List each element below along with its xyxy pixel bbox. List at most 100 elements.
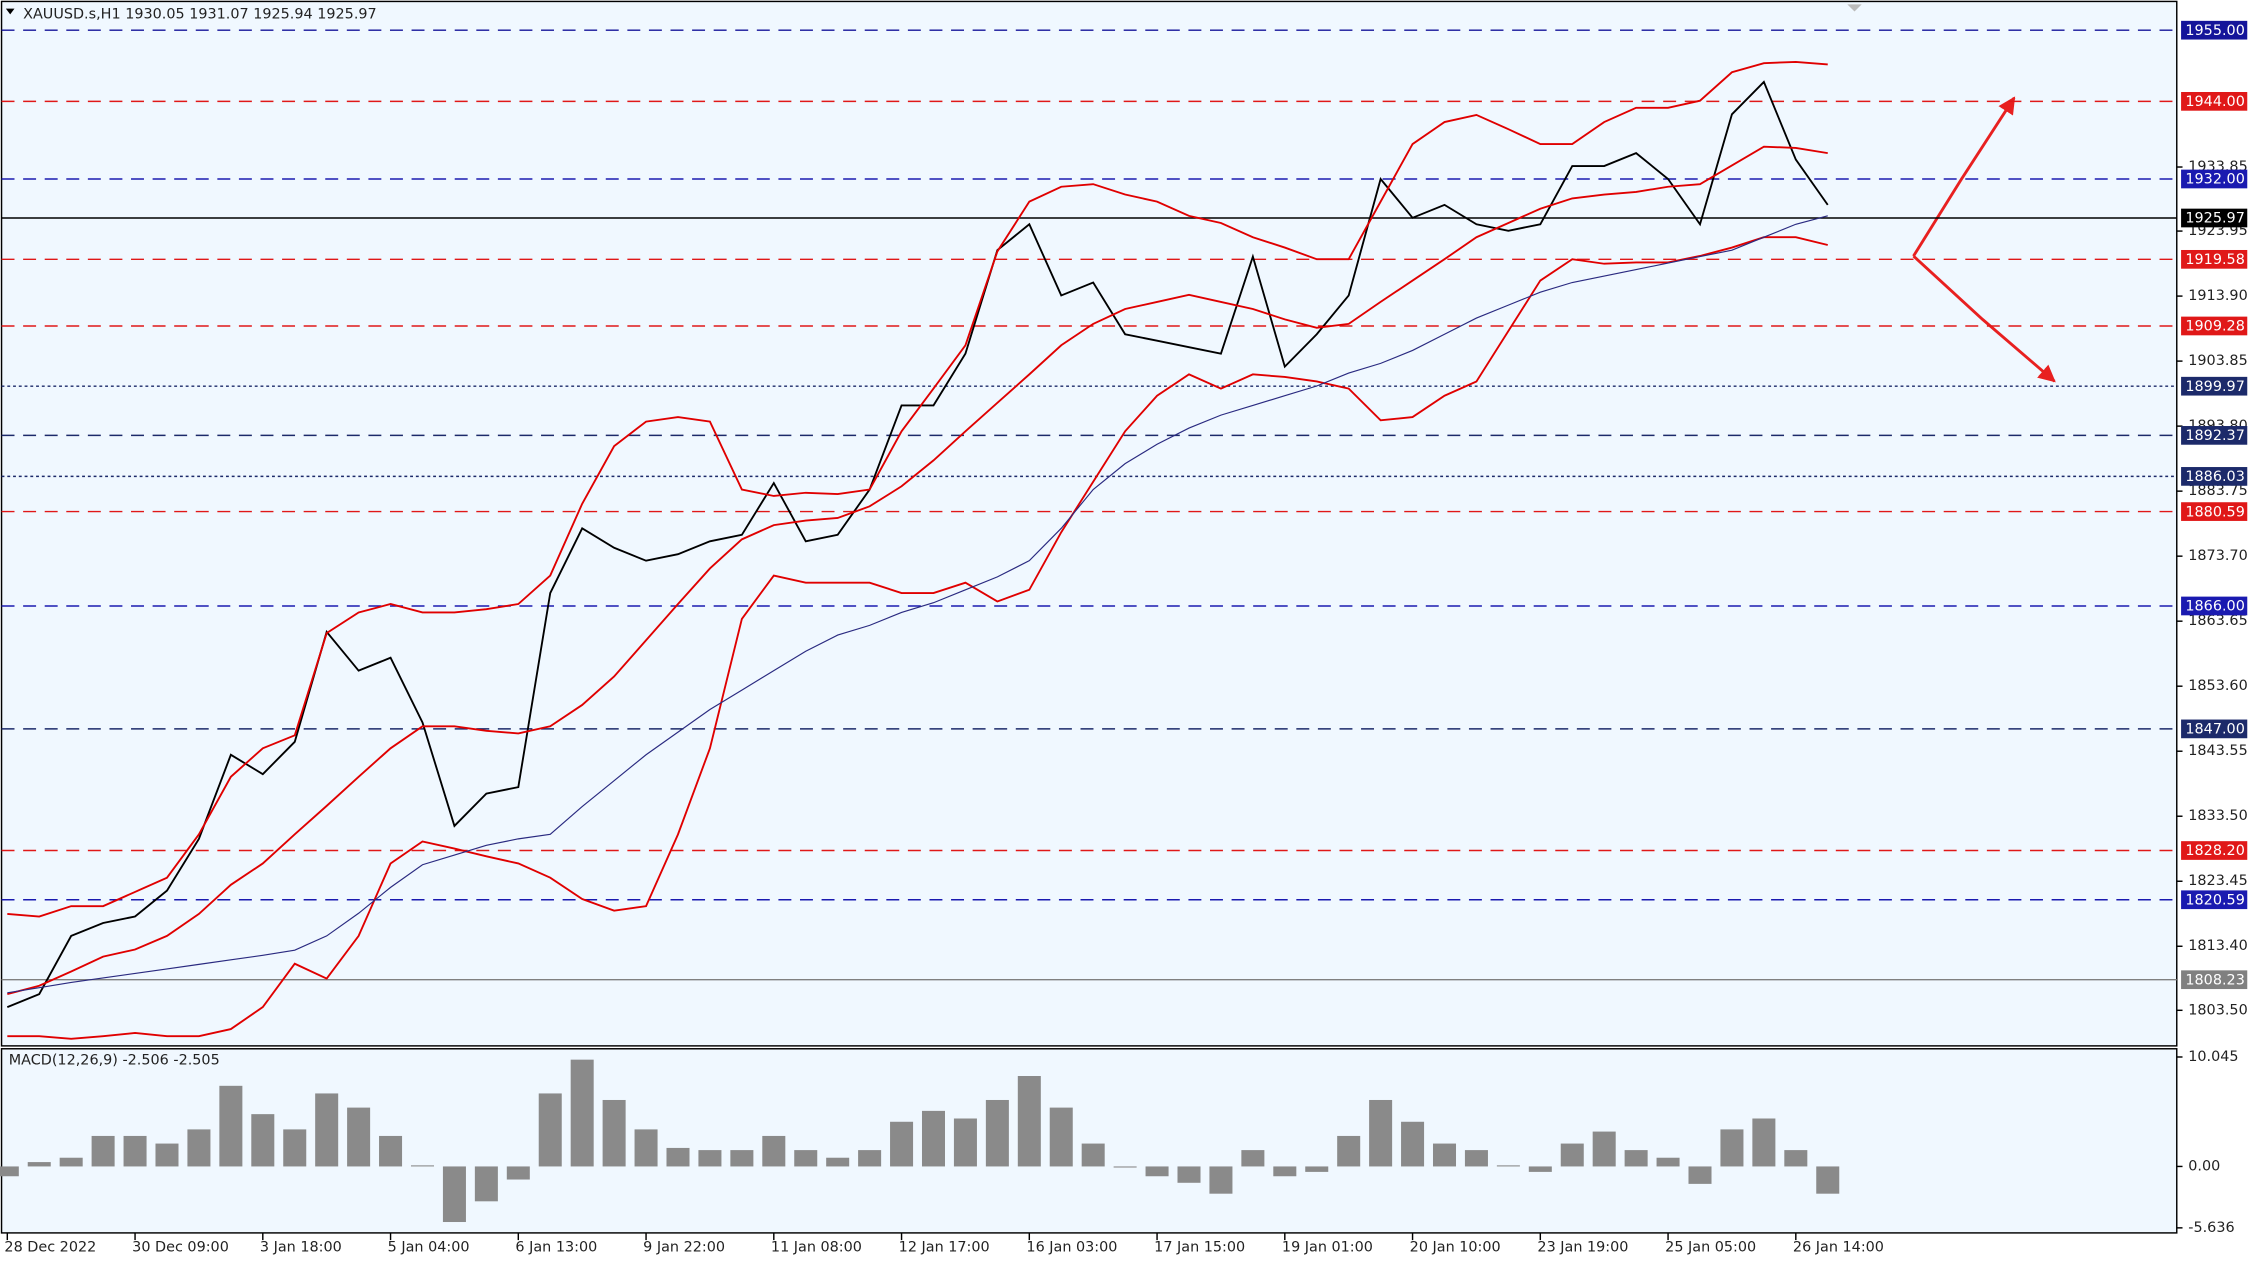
y-tick-label: 1883.75 xyxy=(2188,483,2247,499)
macd-bar xyxy=(1784,1150,1808,1167)
macd-bar xyxy=(347,1107,371,1167)
y-tick-label: 1843.55 xyxy=(2188,743,2247,759)
macd-bar xyxy=(1337,1135,1361,1167)
x-tick-label: 20 Jan 10:00 xyxy=(1410,1239,1501,1255)
macd-bar xyxy=(794,1150,818,1167)
level-label: 1932.00 xyxy=(2185,172,2244,188)
macd-bar xyxy=(1688,1166,1712,1184)
x-tick-label: 19 Jan 01:00 xyxy=(1282,1239,1373,1255)
x-tick-label: 5 Jan 04:00 xyxy=(388,1239,470,1255)
level-label: 1866.00 xyxy=(2185,599,2244,615)
macd-bar xyxy=(1273,1166,1297,1177)
x-tick-label: 16 Jan 03:00 xyxy=(1026,1239,1117,1255)
y-tick-label: 10.045 xyxy=(2188,1049,2238,1065)
macd-bar xyxy=(921,1110,946,1167)
macd-bar xyxy=(315,1093,339,1167)
level-label: 1847.00 xyxy=(2185,722,2244,738)
level-label: 1880.59 xyxy=(2185,504,2244,520)
macd-bar xyxy=(826,1157,850,1167)
macd-bar xyxy=(1496,1165,1520,1167)
y-tick-label: 1833.50 xyxy=(2188,808,2247,824)
x-tick-label: 30 Dec 09:00 xyxy=(132,1239,229,1255)
macd-bar xyxy=(634,1129,658,1167)
y-tick-label: 1813.40 xyxy=(2188,938,2247,954)
x-tick-label: 28 Dec 2022 xyxy=(4,1239,96,1255)
x-tick-label: 9 Jan 22:00 xyxy=(643,1239,725,1255)
macd-bar xyxy=(1369,1099,1393,1167)
macd-bar xyxy=(442,1166,466,1223)
macd-bar xyxy=(379,1135,403,1167)
macd-bar xyxy=(1049,1107,1073,1167)
level-label-box xyxy=(2181,20,2248,40)
macd-bar xyxy=(27,1162,51,1167)
macd-bar xyxy=(698,1150,722,1167)
macd-bar xyxy=(1401,1121,1425,1167)
macd-bar xyxy=(1624,1150,1648,1167)
price-line xyxy=(7,236,1828,1040)
macd-bar xyxy=(506,1166,530,1180)
macd-bar xyxy=(890,1121,914,1167)
macd-bar xyxy=(123,1135,147,1167)
y-tick-label: 1803.50 xyxy=(2188,1002,2247,1018)
y-tick-label: 0.00 xyxy=(2188,1158,2220,1174)
level-label: 1909.28 xyxy=(2185,319,2244,335)
x-tick-label: 23 Jan 19:00 xyxy=(1537,1239,1628,1255)
level-label: 1899.97 xyxy=(2185,379,2244,395)
macd-bar xyxy=(762,1135,786,1167)
price-line xyxy=(7,215,1828,994)
level-label-box xyxy=(2181,208,2248,228)
macd-bar xyxy=(1081,1143,1105,1167)
macd-bar xyxy=(283,1129,307,1167)
level-label: 1808.23 xyxy=(2185,972,2244,988)
level-label-box xyxy=(2181,596,2248,616)
level-label-box xyxy=(2181,841,2248,860)
shift-marker xyxy=(1847,4,1862,12)
x-tick-label: 11 Jan 08:00 xyxy=(771,1239,862,1255)
menu-triangle[interactable] xyxy=(5,8,15,15)
x-tick-label: 12 Jan 17:00 xyxy=(899,1239,990,1255)
macd-bar xyxy=(1017,1076,1041,1167)
symbol-header: XAUUSD.s,H1 1930.05 1931.07 1925.94 1925… xyxy=(23,6,377,22)
level-label-box xyxy=(2181,970,2248,990)
macd-bar xyxy=(538,1093,562,1167)
macd-bar xyxy=(570,1059,594,1167)
macd-bar xyxy=(155,1143,179,1167)
macd-bar xyxy=(1656,1157,1680,1167)
price-line xyxy=(7,145,1828,996)
level-label: 1925.97 xyxy=(2185,211,2244,227)
x-tick-label: 3 Jan 18:00 xyxy=(260,1239,342,1255)
y-tick-label: 1903.85 xyxy=(2188,353,2247,369)
macd-bar xyxy=(1113,1166,1137,1168)
macd-bar xyxy=(1145,1166,1169,1177)
macd-bar xyxy=(187,1129,211,1167)
macd-header: MACD(12,26,9) -2.506 -2.505 xyxy=(9,1052,220,1068)
macd-bar xyxy=(474,1166,498,1202)
down-arrow xyxy=(1912,255,2056,383)
x-tick-label: 17 Jan 15:00 xyxy=(1154,1239,1245,1255)
level-label: 1919.58 xyxy=(2185,252,2244,268)
level-label: 1892.37 xyxy=(2185,428,2244,444)
level-label-box xyxy=(2181,92,2248,111)
macd-bar xyxy=(251,1114,275,1167)
y-tick-label: 1863.65 xyxy=(2188,613,2247,629)
level-label-box xyxy=(2181,249,2248,269)
macd-bar xyxy=(1464,1150,1488,1167)
level-label-box xyxy=(2181,169,2248,189)
macd-bar xyxy=(59,1157,83,1167)
level-label: 1828.20 xyxy=(2185,843,2244,859)
price-line xyxy=(7,60,1828,918)
macd-bar xyxy=(602,1099,626,1167)
macd-bar xyxy=(1305,1166,1329,1172)
level-label: 1955.00 xyxy=(2185,23,2244,39)
y-tick-label: -5.636 xyxy=(2188,1220,2234,1236)
macd-bar xyxy=(1560,1143,1584,1167)
macd-bar xyxy=(1528,1166,1552,1172)
macd-bar xyxy=(1592,1131,1616,1167)
level-label-box xyxy=(2181,316,2248,336)
level-label: 1820.59 xyxy=(2185,892,2244,908)
macd-bar xyxy=(858,1150,882,1167)
x-tick-label: 26 Jan 14:00 xyxy=(1793,1239,1884,1255)
macd-bar xyxy=(1432,1143,1457,1167)
